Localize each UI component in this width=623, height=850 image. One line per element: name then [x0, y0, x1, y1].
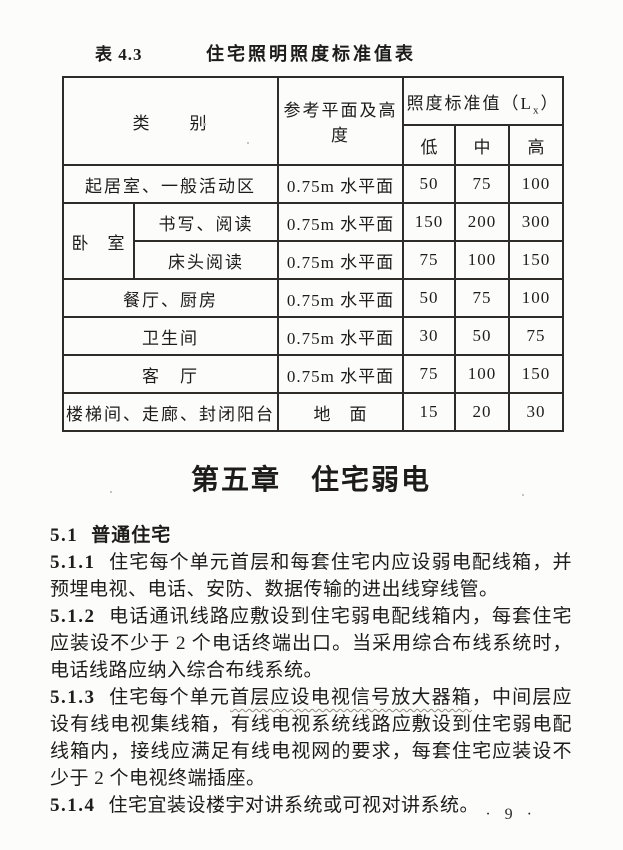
cell-low: 75 — [402, 240, 456, 280]
cell-group-bedroom: 卧 室 — [62, 202, 135, 280]
clause-text: 住宅宜装设楼宇对讲系统或可视对讲系统。 — [108, 795, 480, 816]
scan-speck — [522, 494, 524, 496]
cell-mid: 75 — [454, 164, 510, 204]
illuminance-label-subscript: x — [532, 103, 541, 116]
clause-5-1-2: 5.1.2 电话通讯线路应敷设到住宅弱电配线箱内，每套住宅应装设不少于 2 个电话… — [50, 603, 572, 684]
cell-low: 75 — [402, 354, 456, 394]
clause-number: 5.1.4 — [50, 795, 96, 816]
table-row-stairs-corridor-balcony: 楼梯间、走廊、封闭阳台 地 面 15 20 30 — [62, 392, 565, 432]
cell-category: 楼梯间、走廊、封闭阳台 — [62, 392, 279, 432]
cell-plane: 0.75m 水平面 — [277, 240, 404, 280]
cell-high: 100 — [507, 164, 565, 204]
clause-number: 5.1.3 — [50, 687, 96, 708]
cell-category: 床头阅读 — [133, 240, 279, 280]
table-header-row-1: 类 别 参考平面及高度 照度标准值（Lx） — [62, 76, 565, 166]
cell-mid: 100 — [454, 354, 510, 394]
cell-high: 150 — [507, 354, 565, 394]
cell-category: 卫生间 — [62, 316, 279, 356]
header-cell-low: 低 — [402, 124, 456, 166]
cell-plane: 0.75m 水平面 — [277, 278, 404, 318]
table-row-bedroom-bedside: 床头阅读 0.75m 水平面 75 100 150 — [63, 240, 565, 280]
cell-mid: 200 — [454, 202, 510, 242]
cell-high: 300 — [507, 202, 565, 242]
section-number: 5.1 — [50, 525, 79, 546]
table-row-dining-kitchen: 餐厅、厨房 0.75m 水平面 50 75 100 — [62, 278, 565, 318]
illuminance-standards-table: 类 别 参考平面及高度 照度标准值（Lx） 低 中 高 起居室、一般活动区 0.… — [62, 76, 565, 432]
cell-mid: 20 — [454, 392, 510, 432]
cell-mid: 50 — [454, 316, 510, 356]
cell-low: 50 — [402, 164, 456, 204]
cell-category: 客 厅 — [62, 354, 279, 394]
clause-5-1-3: 5.1.3 住宅每个单元首层应设电视信号放大器箱，中间层应设有线电视集线箱，有线电… — [50, 684, 572, 792]
header-cell-ref-plane: 参考平面及高度 — [277, 76, 404, 166]
clause-5-1-1: 5.1.1 住宅每个单元首层和每套住宅内应设弱电配线箱，并预埋电视、电话、安防、数… — [50, 549, 572, 603]
section-5-1-heading: 5.1 普通住宅 — [50, 522, 572, 549]
cell-plane: 0.75m 水平面 — [277, 354, 404, 394]
header-cell-category: 类 别 — [62, 76, 279, 166]
table-row-parlor: 客 厅 0.75m 水平面 75 100 150 — [62, 354, 565, 394]
cell-plane: 0.75m 水平面 — [277, 164, 404, 204]
cell-low: 150 — [402, 202, 456, 242]
header-cell-illuminance: 照度标准值（Lx） — [401, 76, 565, 126]
cell-high: 75 — [507, 316, 565, 356]
header-cell-mid: 中 — [454, 124, 510, 166]
cell-low: 15 — [402, 392, 456, 432]
cell-high: 30 — [507, 392, 565, 432]
cell-low: 30 — [402, 316, 456, 356]
illuminance-label-prefix: 照度标准值（L — [406, 93, 533, 113]
page-number: · 9 · — [485, 806, 537, 823]
clause-text-pencil-underlined: 首层应设电视信号放大器箱 — [230, 687, 472, 708]
table-caption-row: 表 4.3 住宅照明照度标准值表 — [50, 40, 572, 64]
cell-mid: 75 — [454, 278, 510, 318]
clause-text: 电话通讯线路应敷设到住宅弱电配线箱内，每套住宅应装设不少于 2 个电话终端出口。… — [50, 606, 572, 681]
clause-text-after: ，中间层应设有线电视集线箱，有线电视系统线路应敷设到住宅弱电配线箱内，接线应满足… — [50, 687, 572, 789]
cell-mid: 100 — [454, 240, 510, 280]
clause-number: 5.1.2 — [50, 606, 96, 627]
chapter-body: 5.1 普通住宅 5.1.1 住宅每个单元首层和每套住宅内应设弱电配线箱，并预埋电视… — [50, 522, 572, 819]
cell-low: 50 — [402, 278, 456, 318]
table-row-living-area: 起居室、一般活动区 0.75m 水平面 50 75 100 — [62, 164, 565, 204]
table-row-bathroom: 卫生间 0.75m 水平面 30 50 75 — [62, 316, 565, 356]
header-cell-high: 高 — [507, 124, 565, 166]
cell-plane: 0.75m 水平面 — [277, 316, 404, 356]
scan-speck — [203, 123, 206, 126]
cell-plane: 0.75m 水平面 — [277, 202, 404, 242]
table-header-row-2: 低 中 高 — [63, 124, 565, 166]
cell-category: 书写、阅读 — [133, 202, 279, 242]
table-number-label: 表 4.3 — [95, 45, 143, 64]
chapter-title: 第五章 住宅弱电 — [190, 465, 431, 496]
cell-plane: 地 面 — [277, 392, 404, 432]
table-title: 住宅照明照度标准值表 — [206, 44, 416, 64]
scan-speck — [247, 142, 249, 144]
clause-5-1-4: 5.1.4 住宅宜装设楼宇对讲系统或可视对讲系统。 — [50, 792, 572, 819]
clause-text: 住宅每个单元首层和每套住宅内应设弱电配线箱，并预埋电视、电话、安防、数据传输的进… — [50, 552, 572, 600]
table-row-bedroom-writing: 卧 室 书写、阅读 0.75m 水平面 150 200 300 — [62, 202, 565, 280]
cell-high: 150 — [507, 240, 565, 280]
cell-category: 起居室、一般活动区 — [62, 164, 279, 204]
clause-number: 5.1.1 — [50, 552, 96, 573]
cell-high: 100 — [507, 278, 565, 318]
clause-text-before: 住宅每个单元 — [108, 687, 231, 708]
scan-speck — [110, 491, 112, 493]
cell-category: 餐厅、厨房 — [62, 278, 279, 318]
illuminance-label-suffix: ） — [540, 93, 560, 113]
section-title: 普通住宅 — [91, 525, 172, 546]
